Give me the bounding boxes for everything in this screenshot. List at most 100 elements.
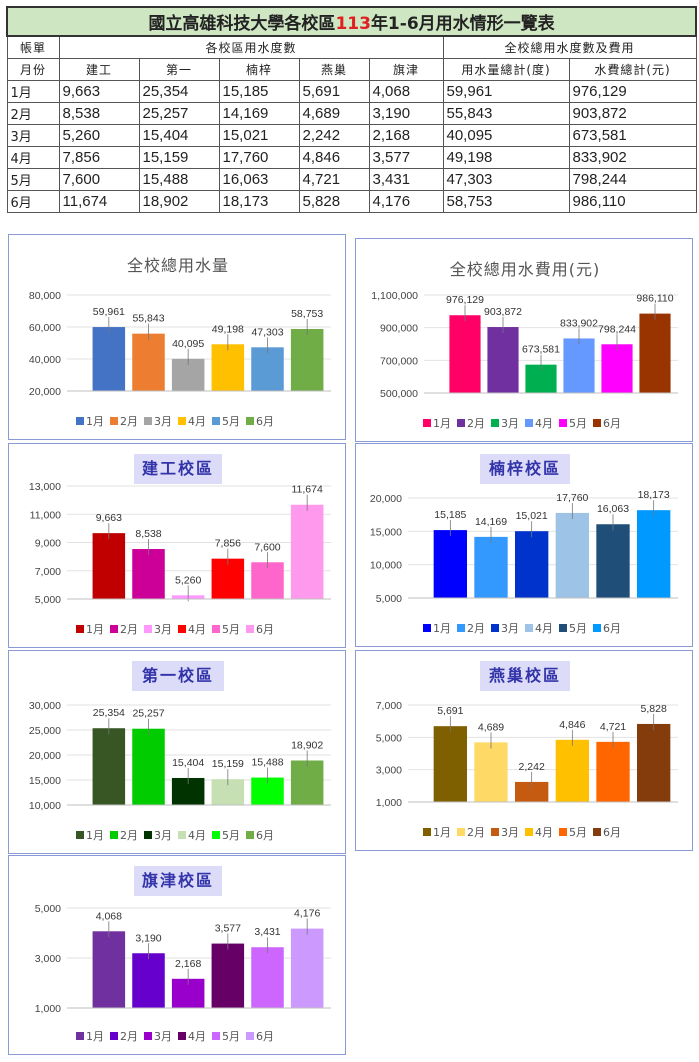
legend-label: 4月 bbox=[188, 829, 206, 842]
data-label: 9,663 bbox=[96, 512, 122, 524]
usage-cell: 3,431 bbox=[368, 168, 444, 191]
data-label: 8,538 bbox=[135, 528, 161, 540]
usage-cell: 4,721 bbox=[298, 168, 370, 191]
legend-swatch bbox=[178, 831, 186, 839]
data-label: 5,260 bbox=[175, 574, 201, 586]
legend-swatch bbox=[246, 831, 254, 839]
chart-panel: 第一校區 10,000 15,000 20,000 25,000 30,000 25,354… bbox=[8, 650, 346, 854]
legend-label: 6月 bbox=[603, 417, 621, 430]
title-prefix: 國立高雄科技大學各校區 bbox=[148, 14, 336, 34]
data-label: 18,902 bbox=[291, 739, 323, 751]
legend-swatch bbox=[423, 828, 431, 836]
bar-chart: 5,000 7,000 9,000 11,000 13,000 9,663 8,538 5,2… bbox=[29, 481, 331, 636]
legend-swatch bbox=[76, 417, 84, 425]
usage-cell: 5,691 bbox=[298, 80, 370, 103]
y-tick-label: 5,000 bbox=[35, 903, 61, 915]
chart-panel: 楠梓校區 5,000 10,000 15,000 20,000 15,185 14,169 1… bbox=[355, 443, 693, 647]
data-label: 673,581 bbox=[522, 344, 560, 356]
y-tick-label: 3,000 bbox=[376, 765, 402, 777]
legend-label: 2月 bbox=[120, 829, 138, 842]
table-row: 3月 5,260 15,404 15,021 2,242 2,168 40,095 673,5… bbox=[6, 124, 697, 147]
bar bbox=[514, 531, 549, 598]
bar bbox=[636, 723, 671, 802]
y-tick-label: 10,000 bbox=[370, 560, 402, 572]
legend-swatch bbox=[491, 624, 499, 632]
data-label: 4,176 bbox=[294, 908, 320, 920]
usage-cell: 11,674 bbox=[58, 190, 140, 213]
header-campus: 第一 bbox=[138, 58, 220, 81]
legend-swatch bbox=[144, 831, 152, 839]
y-tick-label: 10,000 bbox=[29, 800, 61, 812]
chart-title: 楠梓校區 bbox=[480, 454, 570, 484]
y-tick-label: 5,000 bbox=[376, 593, 402, 605]
legend-label: 4月 bbox=[535, 622, 553, 635]
bar bbox=[92, 327, 126, 391]
legend-label: 3月 bbox=[154, 829, 172, 842]
bar bbox=[132, 549, 165, 599]
legend-label: 2月 bbox=[467, 417, 485, 430]
month-cell: 5月 bbox=[6, 168, 60, 191]
header-campus: 楠梓 bbox=[218, 58, 300, 81]
data-label: 58,753 bbox=[291, 308, 323, 320]
legend-swatch bbox=[76, 625, 84, 633]
usage-cell: 7,856 bbox=[58, 146, 140, 169]
y-tick-label: 7,000 bbox=[376, 700, 402, 712]
header-total-usage: 用水量總計(度) bbox=[442, 58, 570, 81]
table-row: 5月 7,600 15,488 16,063 4,721 3,431 47,303 798,2… bbox=[6, 168, 697, 191]
legend-swatch bbox=[525, 828, 533, 836]
legend-label: 2月 bbox=[120, 415, 138, 428]
legend-swatch bbox=[559, 828, 567, 836]
header-total-group: 全校總用水度數及費用 bbox=[442, 35, 697, 59]
legend-swatch bbox=[457, 624, 465, 632]
data-label: 833,902 bbox=[560, 317, 598, 329]
bar bbox=[474, 742, 508, 802]
y-tick-label: 25,000 bbox=[29, 725, 61, 737]
legend-label: 6月 bbox=[256, 829, 274, 842]
bar bbox=[132, 728, 165, 805]
legend-swatch bbox=[525, 419, 533, 427]
data-label: 18,173 bbox=[638, 489, 670, 501]
chart-title: 建工校區 bbox=[134, 454, 222, 484]
y-tick-label: 80,000 bbox=[29, 290, 61, 302]
legend-label: 5月 bbox=[222, 415, 240, 428]
y-tick-label: 1,000 bbox=[376, 797, 402, 809]
bar bbox=[251, 947, 284, 1008]
usage-cell: 18,902 bbox=[138, 190, 220, 213]
bar bbox=[132, 953, 165, 1008]
data-label: 5,828 bbox=[641, 703, 667, 715]
data-label: 2,242 bbox=[519, 761, 545, 773]
header-campus-usage: 各校區用水度數 bbox=[58, 35, 444, 59]
table-row: 4月 7,856 15,159 17,760 4,846 3,577 49,198 833,9… bbox=[6, 146, 697, 169]
chart-panel: 燕巢校區 1,000 3,000 5,000 7,000 5,691 4,689 2,242 4… bbox=[355, 650, 693, 851]
data-label: 3,190 bbox=[135, 932, 161, 944]
title-suffix: 年1-6月用水情形一覽表 bbox=[370, 14, 555, 34]
y-tick-label: 20,000 bbox=[29, 386, 61, 398]
usage-cell: 14,169 bbox=[218, 102, 300, 125]
data-label: 3,577 bbox=[215, 923, 241, 935]
total-cost-cell: 903,872 bbox=[568, 102, 697, 125]
data-label: 17,760 bbox=[556, 492, 588, 504]
legend-label: 3月 bbox=[501, 417, 519, 430]
data-label: 15,159 bbox=[212, 758, 244, 770]
data-label: 15,404 bbox=[172, 757, 204, 769]
bar bbox=[211, 344, 245, 391]
legend-label: 2月 bbox=[120, 1030, 138, 1043]
legend-swatch bbox=[110, 1032, 118, 1040]
legend-label: 5月 bbox=[569, 417, 587, 430]
bar bbox=[636, 510, 671, 598]
legend-swatch bbox=[246, 625, 254, 633]
data-label: 986,110 bbox=[636, 293, 673, 305]
y-tick-label: 15,000 bbox=[29, 775, 61, 787]
data-label: 2,168 bbox=[175, 958, 201, 970]
legend-swatch bbox=[144, 417, 152, 425]
y-tick-label: 700,000 bbox=[380, 355, 418, 367]
legend-swatch bbox=[212, 417, 220, 425]
header-month: 月份 bbox=[6, 58, 60, 81]
header-campus: 建工 bbox=[58, 58, 140, 81]
legend-swatch bbox=[593, 624, 601, 632]
usage-cell: 5,828 bbox=[298, 190, 370, 213]
bar bbox=[211, 943, 245, 1008]
total-usage-cell: 58,753 bbox=[442, 190, 570, 213]
legend-swatch bbox=[593, 828, 601, 836]
data-label: 903,872 bbox=[484, 306, 522, 318]
